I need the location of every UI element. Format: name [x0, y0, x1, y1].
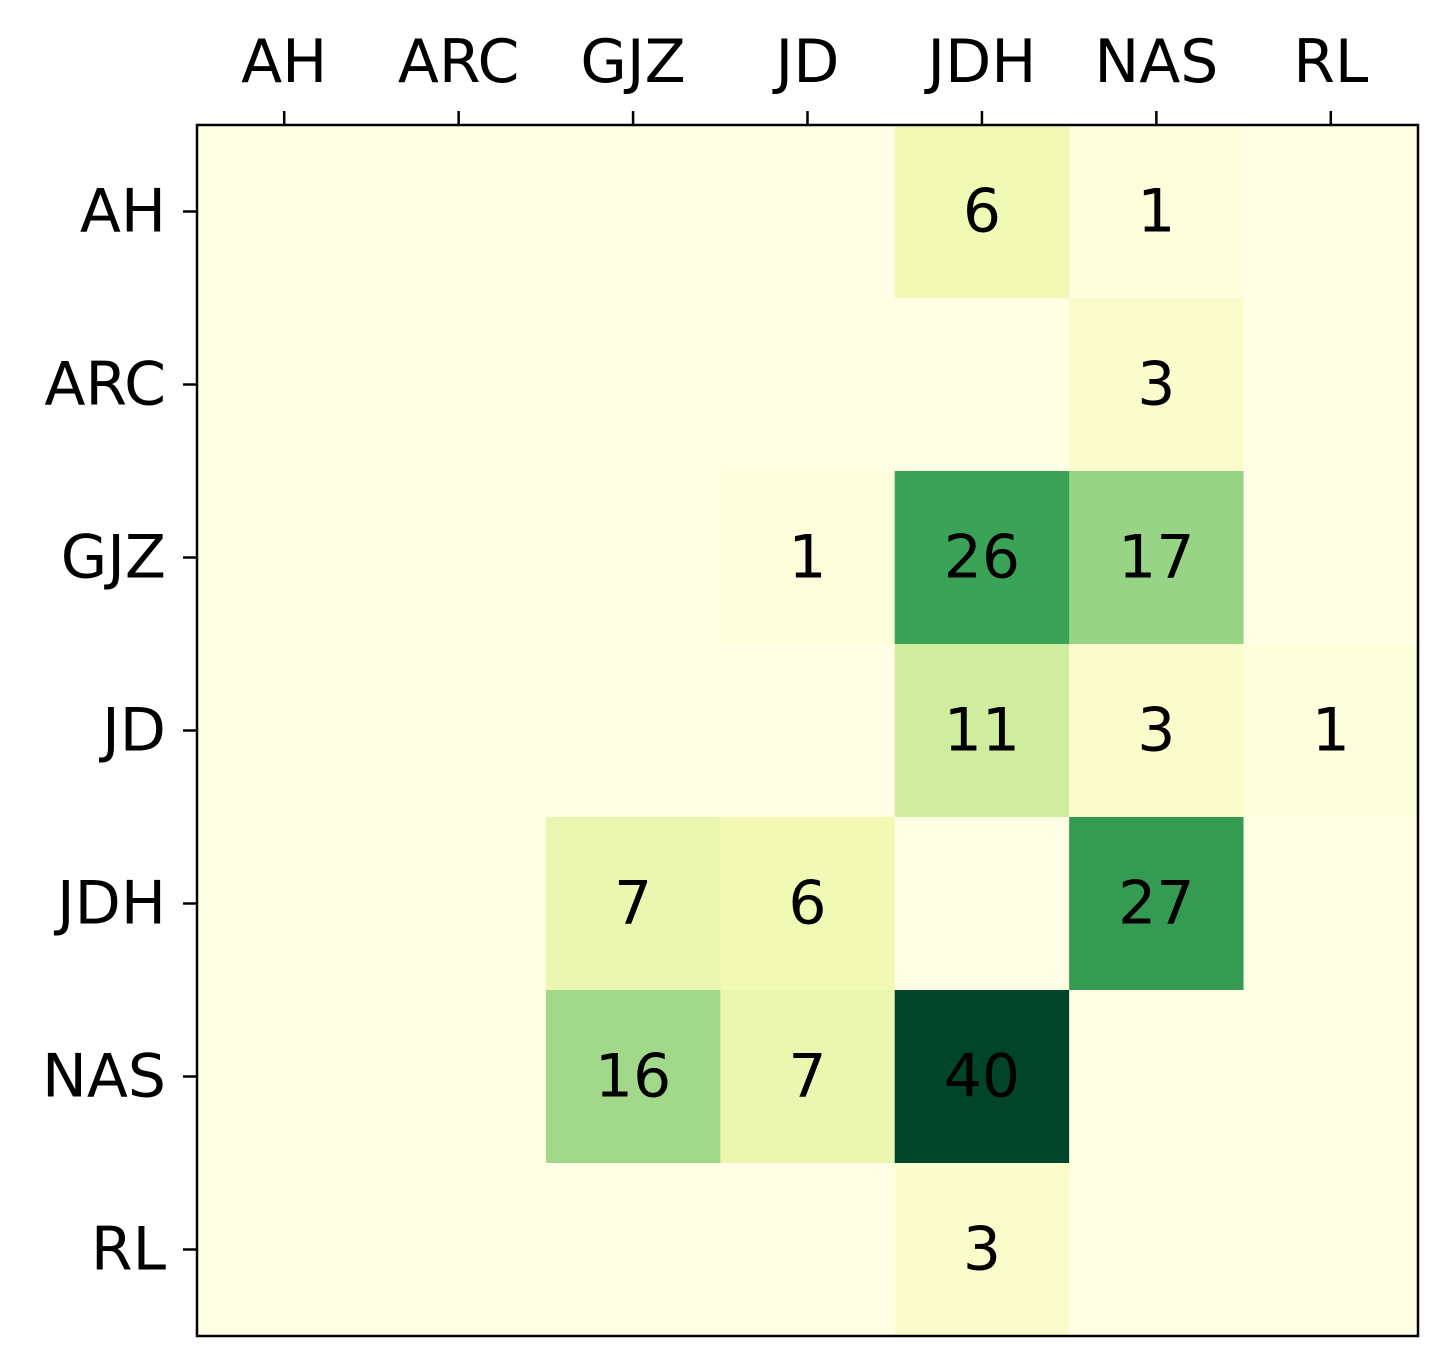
heatmap-cell-ah-jdh — [894, 125, 1070, 299]
heatmap-cell-label: 11 — [944, 696, 1020, 766]
heatmap-cell-ah-gjz — [545, 125, 721, 299]
heatmap-cell-gjz-jd — [720, 471, 896, 645]
heatmap-cell-label: 16 — [595, 1042, 671, 1112]
heatmap-cell-label: 1 — [1312, 696, 1350, 766]
heatmap-cell-jdh-jdh — [894, 817, 1070, 991]
heatmap-cell-label: 1 — [788, 523, 826, 593]
heatmap-cell-rl-jd — [720, 1163, 896, 1337]
x-tick-label: ARC — [398, 27, 520, 97]
y-tick-label: JD — [98, 696, 166, 766]
y-tick-label: NAS — [42, 1042, 166, 1112]
x-tick-label: RL — [1293, 27, 1369, 97]
y-tick-label: RL — [91, 1215, 167, 1285]
heatmap-cell-arc-jdh — [894, 298, 1070, 472]
heatmap-cell-arc-arc — [371, 298, 547, 472]
heatmap-cell-rl-arc — [371, 1163, 547, 1337]
heatmap-cell-label: 40 — [944, 1042, 1020, 1112]
y-tick-label: ARC — [44, 350, 166, 420]
heatmap-cell-label: 3 — [963, 1215, 1001, 1285]
heatmap-cell-jdh-rl — [1243, 817, 1419, 991]
heatmap-cell-ah-arc — [371, 125, 547, 299]
heatmap-cell-label: 1 — [1137, 177, 1175, 247]
x-tick-label: NAS — [1094, 27, 1218, 97]
heatmap-cell-nas-ah — [197, 990, 373, 1164]
heatmap-cell-arc-ah — [197, 298, 373, 472]
y-tick-label: AH — [80, 177, 166, 247]
heatmap-cell-ah-rl — [1243, 125, 1419, 299]
heatmap-cell-label: 7 — [614, 869, 652, 939]
heatmap-cell-label: 17 — [1118, 523, 1194, 593]
heatmap-cell-jd-rl — [1243, 644, 1419, 818]
heatmap-cell-jd-nas — [1069, 644, 1245, 818]
heatmap-cell-jdh-nas — [1069, 817, 1245, 991]
heatmap-cell-jdh-gjz — [545, 817, 721, 991]
heatmap-cell-label: 6 — [788, 869, 826, 939]
heatmap-cell-jd-ah — [197, 644, 373, 818]
heatmap-cell-rl-rl — [1243, 1163, 1419, 1337]
y-tick-label: JDH — [53, 869, 166, 939]
heatmap-cell-arc-nas — [1069, 298, 1245, 472]
heatmap-cell-nas-nas — [1069, 990, 1245, 1164]
heatmap-cell-rl-jdh — [894, 1163, 1070, 1337]
x-tick-label: GJZ — [580, 27, 685, 97]
heatmap-cell-label: 3 — [1137, 696, 1175, 766]
heatmap-cell-gjz-rl — [1243, 471, 1419, 645]
heatmap-cell-gjz-nas — [1069, 471, 1245, 645]
heatmap-cell-jd-arc — [371, 644, 547, 818]
heatmap-cell-gjz-jdh — [894, 471, 1070, 645]
heatmap-cell-arc-gjz — [545, 298, 721, 472]
heatmap-cell-rl-nas — [1069, 1163, 1245, 1337]
heatmap-cell-jdh-jd — [720, 817, 896, 991]
x-axis-ticks: AH ARC GJZ JD JDH NAS RL — [241, 27, 1369, 125]
x-tick-label: JD — [772, 27, 840, 97]
heatmap-cell-gjz-gjz — [545, 471, 721, 645]
x-tick-label: JDH — [923, 27, 1036, 97]
y-tick-label: GJZ — [61, 523, 166, 593]
heatmap-cell-arc-rl — [1243, 298, 1419, 472]
heatmap-cell-nas-rl — [1243, 990, 1419, 1164]
heatmap-cell-rl-gjz — [545, 1163, 721, 1337]
heatmap-cell-ah-nas — [1069, 125, 1245, 299]
heatmap-cell-gjz-ah — [197, 471, 373, 645]
heatmap-cell-jdh-arc — [371, 817, 547, 991]
heatmap-cell-label: 6 — [963, 177, 1001, 247]
heatmap-cell-label: 27 — [1118, 869, 1194, 939]
heatmap-cells — [197, 125, 1419, 1337]
heatmap-cell-nas-jd — [720, 990, 896, 1164]
heatmap-cell-ah-ah — [197, 125, 373, 299]
heatmap-cell-ah-jd — [720, 125, 896, 299]
heatmap-cell-label: 7 — [788, 1042, 826, 1112]
heatmap-cell-nas-gjz — [545, 990, 721, 1164]
heatmap-cell-arc-jd — [720, 298, 896, 472]
x-tick-label: AH — [241, 27, 327, 97]
heatmap-cell-jd-gjz — [545, 644, 721, 818]
heatmap-cell-label: 3 — [1137, 350, 1175, 420]
heatmap-cell-rl-ah — [197, 1163, 373, 1337]
heatmap-cell-gjz-arc — [371, 471, 547, 645]
heatmap-cell-jd-jd — [720, 644, 896, 818]
heatmap-cell-jd-jdh — [894, 644, 1070, 818]
heatmap-cell-nas-arc — [371, 990, 547, 1164]
heatmap-cell-label: 26 — [944, 523, 1020, 593]
heatmap-cell-jdh-ah — [197, 817, 373, 991]
y-axis-ticks: AH ARC GJZ JD JDH NAS RL — [42, 177, 197, 1285]
heatmap-cell-nas-jdh — [894, 990, 1070, 1164]
